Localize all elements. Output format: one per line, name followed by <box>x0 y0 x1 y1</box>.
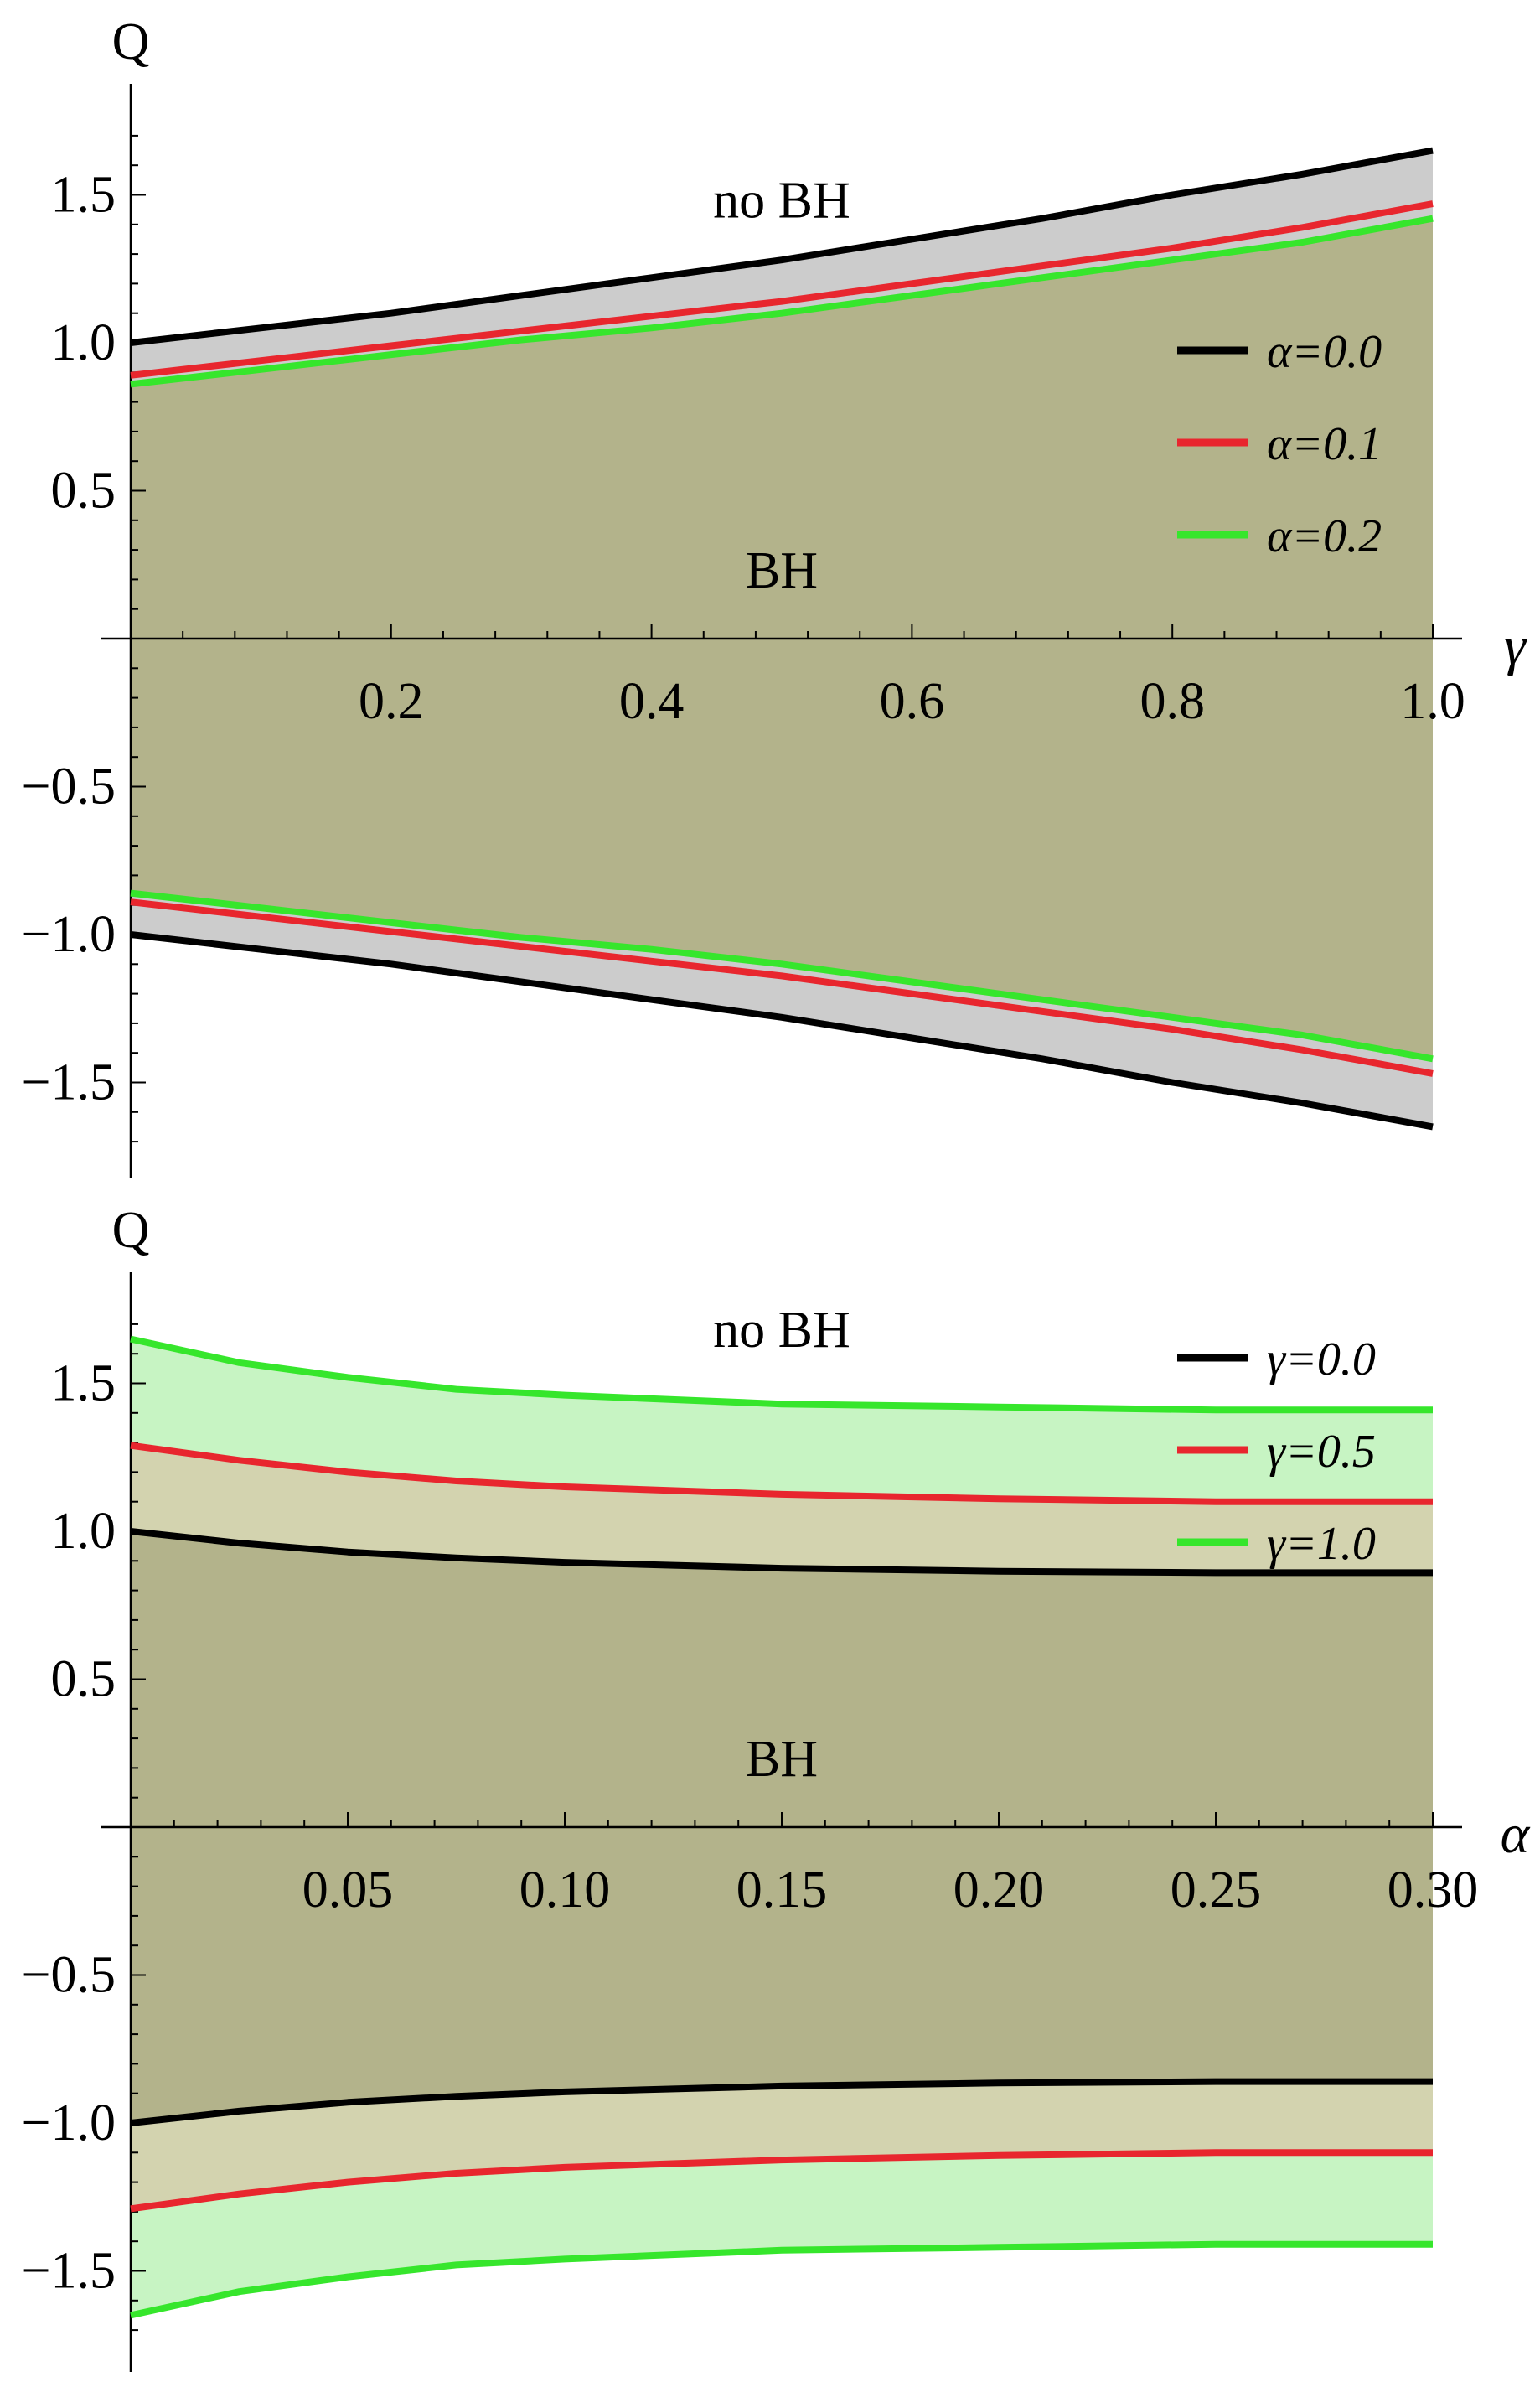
tick-labels: −1.5 −1.0 −0.5 0.5 1.0 1.5 0.2 0.4 0.6 0.8 1.0 <box>22 167 1465 1111</box>
y-tick-label: −1.0 <box>22 2094 116 2151</box>
legend-entry-label: γ=0.0 <box>1267 1333 1376 1385</box>
bottom-panel: −1.5 −1.0 −0.5 0.5 1.0 1.5 0.05 0.10 0.15 0.20 0.2… <box>22 1202 1531 2372</box>
region-label: BH <box>746 1731 818 1788</box>
band-mid-upper <box>131 1445 1433 1573</box>
series-0.1-lower-line <box>130 898 1434 1077</box>
region-label: no BH <box>713 1302 850 1359</box>
x-tick-label: 0.30 <box>1388 1861 1479 1918</box>
x-axis-title: α <box>1501 1804 1531 1865</box>
y-tick-label: −0.5 <box>22 759 116 816</box>
series-0.1-upper-line <box>130 200 1434 379</box>
tick-labels: −1.5 −1.0 −0.5 0.5 1.0 1.5 0.05 0.10 0.15 0.20 0.2… <box>22 1355 1479 2300</box>
y-tick-label: 1.0 <box>51 1503 116 1560</box>
series-0.0-lower-line <box>130 931 1434 1131</box>
series-0.5-upper-line <box>130 1442 1433 1505</box>
top-panel: −1.5 −1.0 −0.5 0.5 1.0 1.5 0.2 0.4 0.6 0.8 1.0 Qγ no… <box>22 13 1527 1178</box>
x-tick-label: 0.2 <box>359 673 424 730</box>
region-label: BH <box>746 542 818 599</box>
y-tick-label: 1.5 <box>51 167 116 224</box>
axes <box>101 84 1462 1178</box>
x-tick-label: 0.8 <box>1139 673 1205 730</box>
curves <box>130 1335 1433 2319</box>
y-tick-label: −0.5 <box>22 1947 116 2004</box>
legend-entry-label: α=0.2 <box>1267 510 1382 562</box>
series-0.0-upper-line <box>130 147 1434 346</box>
y-tick-label: −1.5 <box>22 2243 116 2300</box>
curves <box>130 147 1434 1131</box>
band-green-upper <box>131 1338 1433 1502</box>
y-tick-label: 1.0 <box>51 314 116 371</box>
x-tick-label: 1.0 <box>1400 673 1465 730</box>
series-1.0-lower-line <box>130 2240 1433 2319</box>
x-tick-label: 0.25 <box>1171 1861 1262 1918</box>
x-tick-label: 0.15 <box>736 1861 828 1918</box>
legend: γ=0.0 γ=0.5 γ=1.0 <box>1177 1333 1376 1570</box>
y-tick-label: −1.0 <box>22 906 116 963</box>
series-0.2-upper-line <box>130 215 1434 388</box>
series-1.0-upper-line <box>130 1335 1433 1414</box>
y-tick-label: 0.5 <box>51 463 116 520</box>
band-green-lower <box>131 2152 1433 2316</box>
y-tick-label: 1.5 <box>51 1355 116 1412</box>
x-tick-label: 0.10 <box>519 1861 611 1918</box>
x-tick-label: 0.6 <box>880 673 945 730</box>
y-axis-title: Q <box>112 1202 150 1259</box>
legend-entry-label: γ=1.0 <box>1267 1518 1376 1570</box>
x-tick-label: 0.4 <box>619 673 685 730</box>
band-mid-lower <box>131 2081 1433 2209</box>
x-tick-label: 0.05 <box>302 1861 394 1918</box>
series-0.0-lower-line <box>130 2078 1433 2126</box>
series-0.5-lower-line <box>130 2149 1433 2213</box>
legend-entry-label: α=0.0 <box>1267 326 1382 378</box>
x-tick-label: 0.20 <box>953 1861 1045 1918</box>
series-0.0-upper-line <box>130 1528 1433 1577</box>
series-0.2-lower-line <box>130 889 1434 1063</box>
x-axis-title: γ <box>1504 615 1527 676</box>
y-tick-label: −1.5 <box>22 1054 116 1111</box>
legend-entry-label: γ=0.5 <box>1267 1426 1376 1478</box>
region-label: no BH <box>713 173 850 230</box>
y-axis-title: Q <box>112 13 150 70</box>
axes <box>101 1272 1462 2372</box>
legend: α=0.0 α=0.1 α=0.2 <box>1177 326 1382 562</box>
y-tick-label: 0.5 <box>51 1651 116 1708</box>
legend-entry-label: α=0.1 <box>1267 418 1382 470</box>
